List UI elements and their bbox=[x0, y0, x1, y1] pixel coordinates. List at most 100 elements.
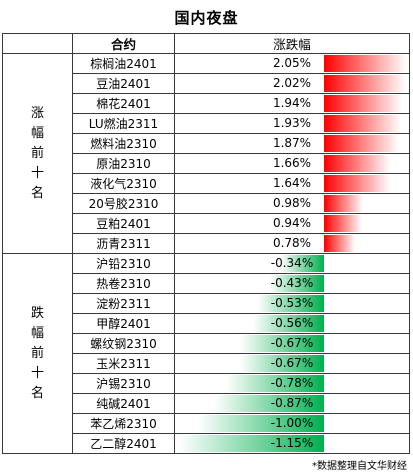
change-value: 1.64% bbox=[272, 176, 312, 190]
table-row: 沥青2311 0.78% bbox=[3, 233, 410, 254]
top-gainers-group-label: 涨幅前十名 bbox=[2, 53, 73, 254]
change-value: -0.67% bbox=[270, 336, 314, 350]
group-label-char: 幅 bbox=[30, 125, 44, 141]
contract-name: 豆粕2401 bbox=[72, 213, 175, 234]
contract-name: LU燃油2311 bbox=[72, 113, 175, 134]
table-row: 苯乙烯2310 -1.00% bbox=[3, 413, 410, 434]
change-value: -1.15% bbox=[270, 436, 314, 450]
change-cell: -1.00% bbox=[174, 413, 410, 434]
gain-bar bbox=[324, 95, 402, 112]
group-label-char: 幅 bbox=[30, 325, 44, 341]
change-value: 1.93% bbox=[272, 116, 312, 130]
gain-bar bbox=[324, 135, 399, 152]
gain-bar bbox=[324, 55, 406, 72]
header-change: 涨跌幅 bbox=[174, 33, 410, 54]
header-blank bbox=[2, 33, 73, 54]
change-value: -0.53% bbox=[270, 296, 314, 310]
change-cell: -0.78% bbox=[174, 373, 410, 394]
change-value: 1.94% bbox=[272, 96, 312, 110]
change-value: -0.87% bbox=[270, 396, 314, 410]
group-label-char: 名 bbox=[30, 185, 44, 201]
loss-bar bbox=[179, 435, 324, 452]
loss-bar bbox=[281, 255, 324, 272]
table-row: 沪锡2310 -0.78% bbox=[3, 373, 410, 394]
change-cell: 2.05% bbox=[174, 53, 410, 74]
table-row: 乙二醇2401 -1.15% bbox=[3, 433, 410, 454]
contract-name: 热卷2310 bbox=[72, 273, 175, 294]
group-label-char: 十 bbox=[30, 165, 44, 181]
change-cell: 0.94% bbox=[174, 213, 410, 234]
change-cell: -0.56% bbox=[174, 313, 410, 334]
change-value: -0.78% bbox=[270, 376, 314, 390]
table-row: 淀粉2311 -0.53% bbox=[3, 293, 410, 314]
page-title: 国内夜盘 bbox=[174, 9, 239, 27]
change-cell: -0.53% bbox=[174, 293, 410, 314]
contract-name: 玉米2311 bbox=[72, 353, 175, 374]
loss-bar bbox=[225, 375, 324, 392]
source-note: *数据整理自文华财经 bbox=[312, 461, 407, 472]
contract-name: 20号胶2310 bbox=[72, 193, 175, 214]
change-cell: -0.43% bbox=[174, 273, 410, 294]
table-row: 跌幅前十名沪铅2310 -0.34% bbox=[2, 253, 410, 454]
loss-bar bbox=[214, 395, 324, 412]
gain-bar bbox=[324, 175, 390, 192]
contract-name: 纯碱2401 bbox=[72, 393, 175, 414]
loss-bar bbox=[269, 275, 324, 292]
change-cell: 1.93% bbox=[174, 113, 410, 134]
change-value: 1.87% bbox=[272, 136, 312, 150]
loss-bar bbox=[239, 355, 324, 372]
change-cell: 0.98% bbox=[174, 193, 410, 214]
gain-bar bbox=[324, 235, 356, 252]
change-value: -0.43% bbox=[270, 276, 314, 290]
table-row: 燃料油2310 1.87% bbox=[3, 133, 410, 154]
change-value: 2.02% bbox=[272, 76, 312, 90]
loss-bar bbox=[197, 415, 324, 432]
contract-name: 沥青2311 bbox=[72, 233, 175, 254]
change-cell: -0.67% bbox=[174, 353, 410, 374]
contract-name: 乙二醇2401 bbox=[72, 433, 175, 454]
contract-name: 豆油2401 bbox=[72, 73, 175, 94]
change-cell: 1.64% bbox=[174, 173, 410, 194]
top-losers-group-label: 跌幅前十名 bbox=[2, 253, 73, 454]
change-cell: 1.94% bbox=[174, 93, 410, 114]
change-value: -1.00% bbox=[270, 416, 314, 430]
change-cell: 1.66% bbox=[174, 153, 410, 174]
contract-name: 甲醇2401 bbox=[72, 313, 175, 334]
change-value: 0.94% bbox=[272, 216, 312, 230]
contract-name: 淀粉2311 bbox=[72, 293, 175, 314]
gain-bar bbox=[324, 195, 364, 212]
change-cell: 0.78% bbox=[174, 233, 410, 254]
contract-name: 沪锡2310 bbox=[72, 373, 175, 394]
table-row: 甲醇2401 -0.56% bbox=[3, 313, 410, 334]
group-label-char: 十 bbox=[30, 365, 44, 381]
table-row: 原油2310 1.66% bbox=[3, 153, 410, 174]
change-cell: 2.02% bbox=[174, 73, 410, 94]
change-value: -0.67% bbox=[270, 356, 314, 370]
table-row: 20号胶2310 0.98% bbox=[3, 193, 410, 214]
table-body: 涨幅前十名棕榈油2401 2.05% 豆油2401 2.02% 棉花2401 1.94% L… bbox=[2, 53, 410, 454]
change-cell: -0.34% bbox=[174, 253, 410, 274]
contract-name: 螺纹钢2310 bbox=[72, 333, 175, 354]
change-cell: -0.87% bbox=[174, 393, 410, 414]
gain-bar bbox=[324, 155, 391, 172]
contract-name: 棉花2401 bbox=[72, 93, 175, 114]
change-cell: -0.67% bbox=[174, 333, 410, 354]
table-row: 液化气2310 1.64% bbox=[3, 173, 410, 194]
change-value: 2.05% bbox=[272, 56, 312, 70]
loss-bar bbox=[239, 335, 324, 352]
change-value: 0.98% bbox=[272, 196, 312, 210]
loss-bar bbox=[257, 295, 324, 312]
gain-bar bbox=[324, 215, 362, 232]
group-label-char: 前 bbox=[30, 145, 44, 161]
change-cell: 1.87% bbox=[174, 133, 410, 154]
group-label-char: 跌 bbox=[30, 305, 44, 321]
table-row: 涨幅前十名棕榈油2401 2.05% bbox=[2, 53, 410, 254]
change-value: -0.34% bbox=[270, 256, 314, 270]
contract-name: 液化气2310 bbox=[72, 173, 175, 194]
gain-bar bbox=[324, 115, 402, 132]
contract-name: 棕榈油2401 bbox=[72, 53, 175, 74]
header-contract: 合约 bbox=[72, 33, 175, 54]
contract-name: 苯乙烯2310 bbox=[72, 413, 175, 434]
contract-name: 燃料油2310 bbox=[72, 133, 175, 154]
group-label-char: 前 bbox=[30, 345, 44, 361]
